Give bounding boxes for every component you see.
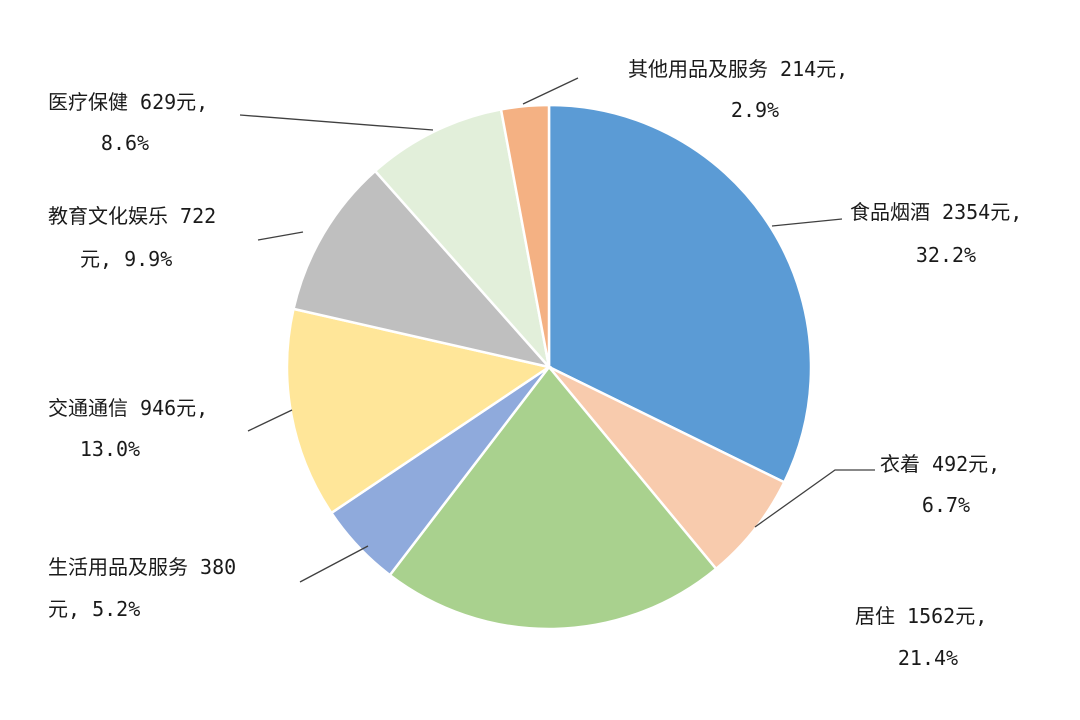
leader-line-4: [299, 545, 369, 583]
leader-lines: [239, 77, 875, 583]
leader-line-6: [257, 231, 304, 241]
slice-label-2-line-2: 6.7%: [922, 493, 970, 517]
slice-label-3-line-2: 21.4%: [898, 646, 958, 670]
slice-label-3-line-1: 居住 1562元,: [855, 604, 987, 628]
pie-slices: [285, 103, 813, 631]
slice-label-4-line-2: 元, 5.2%: [48, 597, 140, 621]
slice-label-6-line-2: 元, 9.9%: [80, 247, 172, 271]
leader-line-7: [239, 114, 434, 131]
leader-line-5: [247, 409, 293, 432]
slice-label-5-line-1: 交通通信 946元,: [48, 396, 208, 420]
slice-labels: 食品烟酒 2354元, 32.2% 衣着 492元, 6.7% 居住 1562元, 21.…: [48, 57, 1022, 670]
slice-label-2-line-1: 衣着 492元,: [880, 452, 1000, 476]
slice-label-8-line-1: 其他用品及服务 214元,: [628, 57, 848, 81]
slice-label-5-line-2: 13.0%: [80, 437, 140, 461]
pie-slice-3: [388, 364, 718, 631]
slice-label-1-line-2: 32.2%: [916, 243, 976, 267]
slice-label-6-line-1: 教育文化娱乐 722: [48, 204, 216, 228]
slice-label-8-line-2: 2.9%: [731, 98, 779, 122]
pie-slice-6: [292, 169, 553, 370]
pie-slice-8: [499, 103, 551, 368]
pie-slice-5: [285, 307, 553, 515]
leader-line-1: [771, 218, 843, 227]
pie-slice-1: [547, 103, 813, 484]
pie-slice-2: [548, 365, 786, 571]
pie-slice-7: [373, 107, 552, 372]
leader-line-8: [522, 77, 579, 105]
leader-line-2: [754, 469, 875, 528]
slice-label-7-line-1: 医疗保健 629元,: [48, 90, 208, 114]
slice-label-1-line-1: 食品烟酒 2354元,: [850, 200, 1022, 224]
slice-label-7-line-2: 8.6%: [101, 131, 149, 155]
slice-label-4-line-1: 生活用品及服务 380: [48, 555, 236, 579]
